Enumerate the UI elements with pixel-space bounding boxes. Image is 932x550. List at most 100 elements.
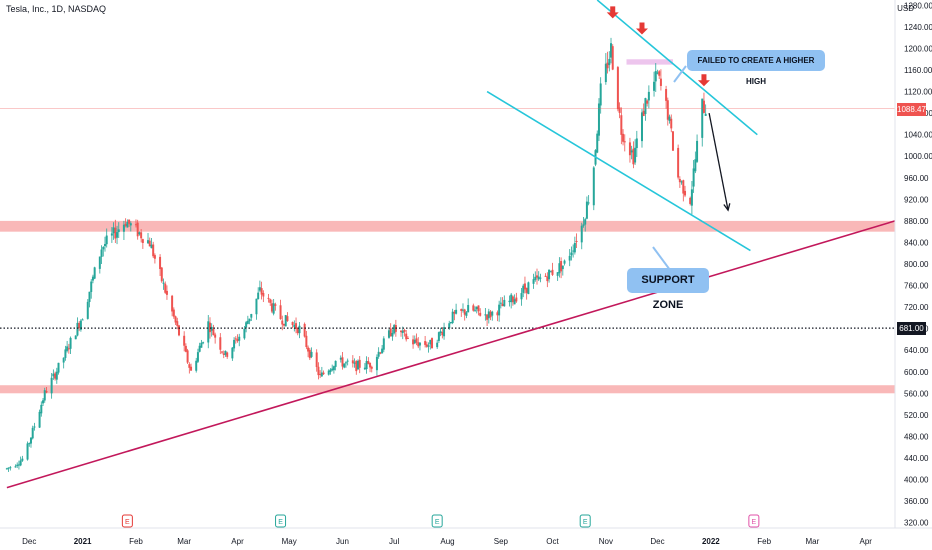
candle-body [560,261,563,272]
candle-body [405,333,408,340]
candle-body [140,232,143,239]
candle-body [618,107,621,113]
candle-body [647,91,650,101]
candle-body [630,150,633,153]
earnings-marker-label: E [125,519,130,526]
candle-body [587,202,590,204]
y-tick-label: 520.00 [904,411,929,420]
candle-body [670,118,673,129]
candle-body [214,334,217,338]
earnings-marker-icon[interactable] [748,514,760,528]
candle-body [78,322,81,328]
candle-body [231,347,234,359]
candle-body [210,326,213,331]
trendline[interactable] [6,220,896,489]
candle-body [513,299,516,305]
candle-body [477,305,480,312]
candle-body [91,276,94,281]
candle-body [417,342,420,347]
candle-body [221,351,224,353]
x-tick-label: Jul [389,537,399,546]
candle-body [684,190,687,196]
candle-body [640,112,643,142]
candle-body [379,352,382,354]
candle-body [696,140,699,162]
candle-body [592,167,595,206]
earnings-marker-icon[interactable] [579,514,591,528]
candle-body [57,362,60,373]
candle-body [134,224,137,226]
candle-body [14,466,17,468]
earnings-marker-icon[interactable] [275,514,287,528]
x-tick-label: 2021 [74,537,92,546]
candle-body [269,299,272,303]
candle-body [570,252,573,256]
candle-body [358,359,361,368]
level-price-tag: 681.00 [897,322,926,336]
candle-body [585,201,588,219]
candle-body [496,312,499,316]
candle-body [597,103,600,136]
candlestick-series [5,37,707,472]
y-tick-label: 840.00 [904,238,929,247]
y-tick-label: 1000.00 [904,152,932,161]
candle-body [532,279,535,284]
x-tick-label: Sep [494,537,509,546]
candle-body [653,81,656,91]
candle-body [572,250,575,252]
candle-body [295,323,298,329]
candle-body [116,232,119,238]
candle-body [403,329,406,332]
candle-body [274,304,277,306]
candle-body [400,330,403,333]
candle-body [489,311,492,318]
candle-body [286,316,289,322]
candle-body [689,197,692,204]
candle-body [381,348,384,354]
trendline[interactable] [486,90,751,252]
candle-body [279,305,282,320]
candle-body [74,335,77,340]
candle-body [424,341,427,345]
candle-body [534,276,537,280]
candle-body [243,328,246,339]
earnings-marker-icon[interactable] [121,514,133,528]
candle-body [527,282,530,295]
y-tick-label: 880.00 [904,217,929,226]
candle-body [43,390,46,401]
candle-body [64,349,67,358]
earnings-marker-label: E [583,519,588,526]
candle-body [357,360,359,370]
candle-body [79,320,82,330]
y-tick-label: 1240.00 [904,23,932,32]
candle-body [443,327,446,337]
trendline[interactable] [596,0,758,136]
candle-body [90,281,93,292]
candle-body [628,142,631,156]
symbol-title[interactable]: Tesla, Inc., 1D, NASDAQ [6,4,107,14]
x-tick-label: Aug [440,537,454,546]
support-zones [0,59,895,394]
candle-body [606,62,609,69]
candle-body [307,347,310,352]
candle-body [536,275,538,278]
candle-body [599,83,602,106]
y-tick-label: 760.00 [904,282,929,291]
zone-band [0,220,895,232]
x-tick-label: 2022 [702,537,720,546]
candle-body [465,312,468,316]
x-tick-label: Oct [546,537,559,546]
y-tick-label: 480.00 [904,432,929,441]
candle-body [573,243,576,253]
candle-body [353,362,356,364]
candle-body [248,318,251,322]
trendlines [0,0,896,489]
candle-body [9,467,12,469]
candle-body [671,131,674,151]
candle-body [412,339,415,345]
earnings-marker-icon[interactable] [431,514,443,528]
candle-body [42,400,45,404]
candle-body [159,256,162,269]
candle-body [568,255,571,261]
